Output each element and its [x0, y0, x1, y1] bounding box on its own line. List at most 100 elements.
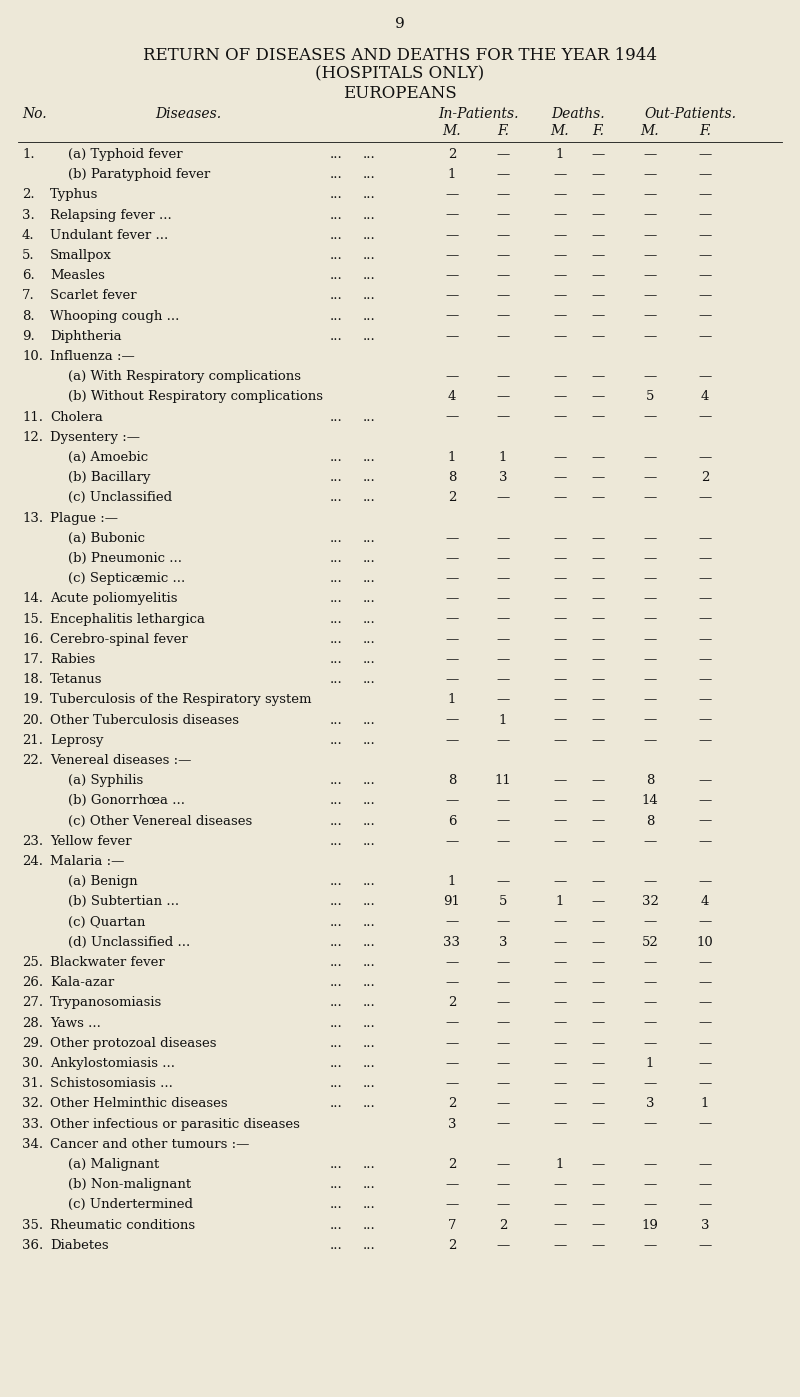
Text: 29.: 29.	[22, 1037, 43, 1049]
Text: ...: ...	[363, 168, 376, 182]
Text: —: —	[643, 532, 657, 545]
Text: 35.: 35.	[22, 1218, 43, 1232]
Text: Cerebro-spinal fever: Cerebro-spinal fever	[50, 633, 188, 645]
Text: Tuberculosis of the Respiratory system: Tuberculosis of the Respiratory system	[50, 693, 311, 707]
Text: —: —	[446, 1037, 458, 1049]
Text: ...: ...	[363, 532, 376, 545]
Text: ...: ...	[330, 573, 342, 585]
Text: Whooping cough ...: Whooping cough ...	[50, 310, 179, 323]
Text: —: —	[446, 1077, 458, 1090]
Text: —: —	[591, 1239, 605, 1252]
Text: —: —	[554, 693, 566, 707]
Text: —: —	[698, 168, 712, 182]
Text: 13.: 13.	[22, 511, 43, 525]
Text: 4.: 4.	[22, 229, 34, 242]
Text: 8: 8	[448, 774, 456, 787]
Text: —: —	[643, 189, 657, 201]
Text: —: —	[591, 592, 605, 605]
Text: —: —	[554, 1037, 566, 1049]
Text: ...: ...	[363, 1199, 376, 1211]
Text: 1: 1	[556, 895, 564, 908]
Text: 1: 1	[448, 451, 456, 464]
Text: —: —	[591, 370, 605, 383]
Text: —: —	[591, 1037, 605, 1049]
Text: (a) Malignant: (a) Malignant	[68, 1158, 159, 1171]
Text: ...: ...	[363, 451, 376, 464]
Text: (b) Non-malignant: (b) Non-malignant	[68, 1178, 191, 1192]
Text: —: —	[591, 1218, 605, 1232]
Text: (c) Other Venereal diseases: (c) Other Venereal diseases	[68, 814, 252, 827]
Text: 3: 3	[448, 1118, 456, 1130]
Text: —: —	[496, 208, 510, 222]
Text: —: —	[496, 673, 510, 686]
Text: —: —	[591, 1098, 605, 1111]
Text: —: —	[554, 1098, 566, 1111]
Text: ...: ...	[363, 895, 376, 908]
Text: —: —	[496, 956, 510, 970]
Text: —: —	[591, 390, 605, 404]
Text: ...: ...	[330, 148, 342, 161]
Text: —: —	[496, 613, 510, 626]
Text: ...: ...	[330, 733, 342, 747]
Text: —: —	[554, 613, 566, 626]
Text: Rheumatic conditions: Rheumatic conditions	[50, 1218, 195, 1232]
Text: —: —	[591, 977, 605, 989]
Text: (a) Typhoid fever: (a) Typhoid fever	[68, 148, 182, 161]
Text: —: —	[698, 673, 712, 686]
Text: —: —	[554, 795, 566, 807]
Text: Ankylostomiasis ...: Ankylostomiasis ...	[50, 1058, 175, 1070]
Text: 4: 4	[448, 390, 456, 404]
Text: —: —	[496, 1158, 510, 1171]
Text: 15.: 15.	[22, 613, 43, 626]
Text: —: —	[643, 1158, 657, 1171]
Text: —: —	[643, 875, 657, 888]
Text: —: —	[698, 1199, 712, 1211]
Text: —: —	[698, 148, 712, 161]
Text: ...: ...	[330, 673, 342, 686]
Text: —: —	[554, 977, 566, 989]
Text: —: —	[496, 1037, 510, 1049]
Text: —: —	[591, 1017, 605, 1030]
Text: —: —	[698, 1037, 712, 1049]
Text: 1: 1	[556, 148, 564, 161]
Text: 8: 8	[646, 814, 654, 827]
Text: —: —	[591, 875, 605, 888]
Text: —: —	[591, 451, 605, 464]
Text: —: —	[554, 471, 566, 485]
Text: —: —	[698, 1077, 712, 1090]
Text: 34.: 34.	[22, 1137, 43, 1151]
Text: —: —	[496, 1239, 510, 1252]
Text: —: —	[496, 492, 510, 504]
Text: 12.: 12.	[22, 430, 43, 444]
Text: ...: ...	[363, 652, 376, 666]
Text: —: —	[591, 1077, 605, 1090]
Text: ...: ...	[363, 573, 376, 585]
Text: —: —	[446, 1058, 458, 1070]
Text: —: —	[446, 370, 458, 383]
Text: ...: ...	[363, 956, 376, 970]
Text: Typhus: Typhus	[50, 189, 98, 201]
Text: (c) Unclassified: (c) Unclassified	[68, 492, 172, 504]
Text: —: —	[698, 814, 712, 827]
Text: —: —	[591, 330, 605, 342]
Text: —: —	[591, 532, 605, 545]
Text: Out-Patients.: Out-Patients.	[644, 108, 736, 122]
Text: —: —	[698, 1017, 712, 1030]
Text: —: —	[554, 552, 566, 564]
Text: —: —	[591, 673, 605, 686]
Text: —: —	[591, 229, 605, 242]
Text: —: —	[554, 229, 566, 242]
Text: ...: ...	[330, 532, 342, 545]
Text: —: —	[591, 573, 605, 585]
Text: (HOSPITALS ONLY): (HOSPITALS ONLY)	[315, 66, 485, 82]
Text: —: —	[643, 573, 657, 585]
Text: (b) Subtertian ...: (b) Subtertian ...	[68, 895, 179, 908]
Text: —: —	[698, 652, 712, 666]
Text: Yaws ...: Yaws ...	[50, 1017, 101, 1030]
Text: —: —	[446, 673, 458, 686]
Text: In-Patients.: In-Patients.	[438, 108, 518, 122]
Text: ...: ...	[330, 996, 342, 1010]
Text: ...: ...	[363, 1158, 376, 1171]
Text: (c) Septicæmic ...: (c) Septicæmic ...	[68, 573, 186, 585]
Text: ...: ...	[330, 249, 342, 263]
